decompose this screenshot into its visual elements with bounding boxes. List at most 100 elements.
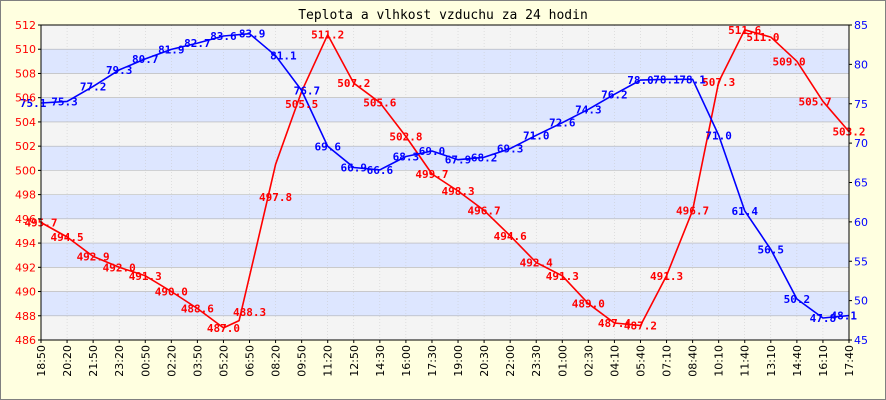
humidity-data-label: 83.6 [210, 30, 237, 43]
x-axis-tick-label: 05:20 [217, 345, 230, 377]
left-axis-tick-label: 494 [15, 237, 36, 250]
x-axis-tick-label: 10:10 [713, 345, 726, 377]
temperature-data-label: 509.0 [772, 55, 805, 68]
temperature-data-label: 492.0 [103, 261, 136, 274]
x-axis-tick-label: 20:20 [61, 345, 74, 377]
humidity-data-label: 69.0 [419, 145, 446, 158]
temperature-data-label: 492.9 [77, 250, 110, 263]
axes: 486 488 490 492 494 496 498 500 502 504 506 508 510 5… [15, 19, 868, 377]
right-axis-tick-label: 80 [854, 58, 868, 71]
x-axis-tick-label: 02:30 [582, 345, 595, 377]
right-axis-tick-label: 85 [854, 19, 868, 32]
humidity-data-label: 80.7 [132, 53, 159, 66]
humidity-data-label: 71.0 [705, 129, 732, 142]
humidity-data-label: 72.6 [549, 117, 576, 130]
humidity-data-label: 81.9 [158, 43, 185, 56]
plot-band [41, 97, 849, 122]
x-axis-tick-label: 12:50 [348, 345, 361, 377]
humidity-data-label: 78.1 [679, 73, 706, 86]
humidity-data-label: 48.1 [831, 310, 858, 323]
humidity-data-label: 47.8 [810, 312, 837, 325]
x-axis-tick-label: 18:50 [35, 345, 48, 377]
right-axis-tick-label: 55 [854, 255, 868, 268]
plot-band [41, 315, 849, 340]
humidity-data-label: 82.7 [184, 37, 211, 50]
left-axis-tick-label: 486 [15, 334, 36, 347]
left-axis-tick-label: 512 [15, 19, 36, 32]
plot-band [41, 25, 849, 50]
temperature-data-label: 505.7 [799, 95, 832, 108]
left-axis-tick-label: 504 [15, 116, 36, 129]
temperature-data-label: 507.3 [702, 76, 735, 89]
humidity-data-label: 66.6 [367, 164, 394, 177]
data-labels: 495.7494.5492.9492.0491.3490.0488.6487.0… [20, 24, 866, 335]
humidity-data-label: 68.2 [471, 151, 498, 164]
plot-band [41, 194, 849, 219]
humidity-data-label: 69.6 [314, 140, 341, 153]
x-axis-tick-label: 08:20 [270, 345, 283, 377]
humidity-data-label: 66.9 [341, 162, 368, 175]
temperature-data-label: 492.4 [520, 256, 553, 269]
x-axis-tick-label: 04:10 [608, 345, 621, 377]
x-axis-tick-label: 00:50 [139, 345, 152, 377]
temperature-line [40, 28, 850, 329]
temperature-data-label: 511.2 [311, 29, 344, 42]
x-axis-tick-label: 21:50 [87, 345, 100, 377]
humidity-data-label: 78.0 [627, 74, 654, 87]
humidity-data-label: 75.1 [20, 97, 47, 110]
humidity-line [40, 32, 850, 319]
left-axis-tick-label: 490 [15, 286, 36, 299]
temperature-data-label: 499.7 [415, 168, 448, 181]
temperature-data-label: 511.0 [746, 31, 779, 44]
temperature-data-label: 490.0 [155, 286, 188, 299]
left-axis-tick-label: 498 [15, 189, 36, 202]
temperature-data-label: 511.6 [728, 24, 761, 37]
humidity-data-label: 77.2 [80, 80, 107, 93]
humidity-data-label: 71.0 [523, 129, 550, 142]
chart-title: Teplota a vlhkost vzduchu za 24 hodin [298, 8, 588, 23]
temperature-data-label: 505.5 [285, 98, 318, 111]
humidity-data-label: 76.2 [601, 88, 628, 101]
temperature-data-label: 487.2 [624, 319, 657, 332]
temperature-data-label: 502.8 [389, 130, 422, 143]
right-axis-tick-label: 45 [854, 334, 868, 347]
left-axis-tick-label: 502 [15, 140, 36, 153]
x-axis-tick-label: 13:10 [765, 345, 778, 377]
plot-band [41, 291, 849, 316]
series-lines [40, 28, 850, 329]
temperature-data-label: 496.7 [468, 204, 501, 217]
plot-background [41, 25, 849, 340]
x-axis-tick-label: 06:50 [244, 345, 257, 377]
x-axis-tick-label: 16:10 [817, 345, 830, 377]
x-axis-tick-label: 07:10 [661, 345, 674, 377]
humidity-data-label: 74.3 [575, 103, 602, 116]
x-axis-tick-label: 16:00 [400, 345, 413, 377]
temperature-data-label: 491.3 [546, 270, 579, 283]
left-axis-tick-label: 500 [15, 164, 36, 177]
left-axis-tick-label: 508 [15, 67, 36, 80]
x-axis-tick-label: 09:50 [296, 345, 309, 377]
humidity-data-label: 61.4 [731, 205, 758, 218]
x-axis-tick-label: 02:20 [165, 345, 178, 377]
x-axis-tick-label: 08:40 [687, 345, 700, 377]
humidity-data-label: 81.1 [270, 50, 297, 63]
temperature-data-label: 488.3 [233, 306, 266, 319]
humidity-data-label: 78.1 [653, 73, 680, 86]
temperature-data-label: 494.5 [51, 231, 84, 244]
left-axis-tick-label: 492 [15, 261, 36, 274]
temperature-data-label: 487.0 [207, 322, 240, 335]
humidity-data-label: 76.7 [294, 84, 321, 97]
humidity-data-label: 68.3 [393, 151, 420, 164]
plot-band [41, 146, 849, 171]
temperature-data-label: 488.6 [181, 303, 214, 316]
left-axis-tick-label: 496 [15, 213, 36, 226]
right-axis-tick-label: 70 [854, 137, 868, 150]
temperature-data-label: 505.6 [363, 97, 396, 110]
left-axis-tick-label: 506 [15, 92, 36, 105]
temperature-data-label: 498.3 [441, 185, 474, 198]
plot-band [41, 267, 849, 292]
humidity-data-label: 56.5 [758, 243, 785, 256]
temperature-data-label: 489.0 [572, 298, 605, 311]
x-axis-tick-label: 22:00 [504, 345, 517, 377]
